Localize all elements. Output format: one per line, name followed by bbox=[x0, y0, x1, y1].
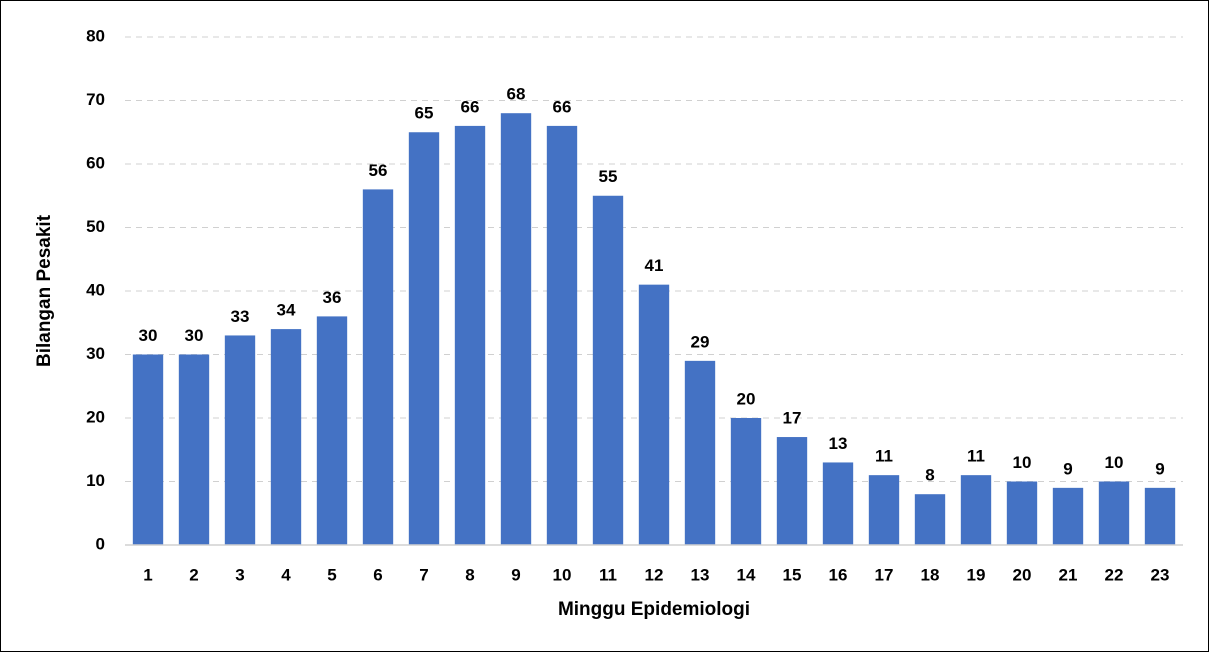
bar bbox=[408, 132, 440, 545]
bar bbox=[500, 113, 532, 545]
data-label: 65 bbox=[415, 104, 434, 123]
y-tick-label: 30 bbox=[86, 344, 105, 363]
bar bbox=[776, 437, 808, 545]
x-tick-label: 15 bbox=[783, 565, 802, 584]
x-tick-label: 16 bbox=[829, 565, 848, 584]
x-tick-label: 7 bbox=[419, 565, 428, 584]
bar bbox=[1006, 481, 1038, 545]
bar bbox=[178, 354, 210, 545]
bar bbox=[730, 418, 762, 545]
x-tick-label: 9 bbox=[511, 565, 520, 584]
data-label: 10 bbox=[1105, 453, 1124, 472]
x-tick-label: 20 bbox=[1013, 565, 1032, 584]
bar bbox=[914, 494, 946, 545]
bar bbox=[1098, 481, 1130, 545]
x-tick-label: 8 bbox=[465, 565, 474, 584]
data-label: 34 bbox=[277, 301, 296, 320]
data-label: 66 bbox=[461, 97, 480, 116]
bar bbox=[1052, 487, 1084, 545]
x-tick-label: 21 bbox=[1059, 565, 1078, 584]
data-label: 8 bbox=[925, 466, 934, 485]
y-tick-label: 10 bbox=[86, 471, 105, 490]
x-tick-label: 23 bbox=[1151, 565, 1170, 584]
x-tick-label: 13 bbox=[691, 565, 710, 584]
bar bbox=[960, 475, 992, 545]
data-label: 30 bbox=[185, 326, 204, 345]
x-axis-label: Minggu Epidemiologi bbox=[558, 599, 750, 620]
data-label: 33 bbox=[231, 307, 250, 326]
y-tick-label: 20 bbox=[86, 407, 105, 426]
bar bbox=[132, 354, 164, 545]
x-tick-label: 19 bbox=[967, 565, 986, 584]
y-tick-label: 60 bbox=[86, 153, 105, 172]
bar bbox=[1144, 487, 1176, 545]
x-tick-label: 18 bbox=[921, 565, 940, 584]
bar bbox=[684, 360, 716, 545]
data-label: 13 bbox=[829, 434, 848, 453]
bar bbox=[546, 125, 578, 546]
bar bbox=[316, 316, 348, 545]
y-tick-label: 80 bbox=[86, 26, 105, 45]
x-tick-label: 12 bbox=[645, 565, 664, 584]
x-tick-label: 10 bbox=[553, 565, 572, 584]
x-tick-label: 4 bbox=[281, 565, 291, 584]
data-label: 20 bbox=[737, 389, 756, 408]
data-label: 11 bbox=[875, 447, 893, 466]
data-label: 56 bbox=[369, 161, 388, 180]
data-label: 10 bbox=[1013, 453, 1032, 472]
data-label: 9 bbox=[1155, 459, 1164, 478]
bar bbox=[592, 195, 624, 545]
x-tick-label: 2 bbox=[189, 565, 198, 584]
bar bbox=[868, 475, 900, 545]
data-label: 29 bbox=[691, 332, 710, 351]
y-tick-label: 50 bbox=[86, 217, 105, 236]
y-tick-label: 0 bbox=[96, 534, 105, 553]
bar bbox=[454, 125, 486, 546]
data-label: 68 bbox=[507, 85, 526, 104]
y-tick-label: 40 bbox=[86, 280, 105, 299]
data-label: 30 bbox=[139, 326, 158, 345]
x-tick-label: 11 bbox=[599, 565, 617, 584]
data-label: 36 bbox=[323, 288, 342, 307]
bar bbox=[224, 335, 256, 545]
bar bbox=[638, 284, 670, 545]
bar bbox=[822, 462, 854, 545]
x-tick-label: 14 bbox=[737, 565, 756, 584]
data-label: 9 bbox=[1063, 459, 1072, 478]
bar bbox=[362, 189, 394, 545]
data-label: 11 bbox=[967, 447, 985, 466]
x-tick-label: 3 bbox=[235, 565, 244, 584]
data-label: 17 bbox=[783, 409, 802, 428]
x-tick-label: 6 bbox=[373, 565, 382, 584]
data-label: 41 bbox=[645, 256, 664, 275]
y-tick-label: 70 bbox=[86, 90, 105, 109]
bar bbox=[270, 329, 302, 545]
x-tick-label: 22 bbox=[1105, 565, 1124, 584]
x-tick-label: 1 bbox=[143, 565, 152, 584]
y-axis-label: Bilangan Pesakit bbox=[34, 214, 55, 367]
x-tick-label: 17 bbox=[875, 565, 894, 584]
x-tick-label: 5 bbox=[327, 565, 336, 584]
data-label: 66 bbox=[553, 97, 572, 116]
data-label: 55 bbox=[599, 167, 618, 186]
